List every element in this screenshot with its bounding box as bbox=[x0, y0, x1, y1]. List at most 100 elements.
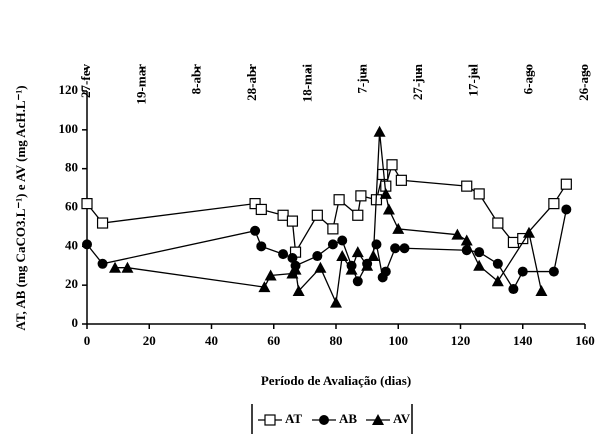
y-tick-label: 0 bbox=[72, 315, 79, 330]
data-point bbox=[492, 258, 503, 269]
x2-tick-label: 17-jul bbox=[465, 64, 480, 97]
data-point bbox=[311, 209, 323, 221]
x-axis-label: Período de Avaliação (dias) bbox=[261, 373, 411, 388]
y-tick-label: 80 bbox=[65, 160, 78, 175]
data-point bbox=[264, 269, 277, 281]
legend-marker bbox=[264, 414, 276, 426]
y-tick-label: 40 bbox=[65, 237, 78, 252]
data-point bbox=[373, 125, 386, 137]
data-point bbox=[548, 198, 560, 210]
x2-tick-label: 27-jun bbox=[410, 63, 425, 100]
x-tick-label: 60 bbox=[267, 333, 280, 348]
data-point bbox=[327, 239, 338, 250]
x-tick-label: 160 bbox=[575, 333, 595, 348]
data-point bbox=[96, 217, 109, 229]
data-point bbox=[278, 249, 289, 260]
series-line bbox=[86, 163, 567, 255]
data-point bbox=[379, 187, 392, 199]
data-point bbox=[255, 203, 267, 216]
x-tick-label: 120 bbox=[451, 333, 471, 348]
data-point bbox=[367, 250, 380, 262]
data-point bbox=[292, 284, 305, 296]
data-point bbox=[491, 275, 504, 287]
data-point bbox=[345, 263, 358, 275]
x-tick-label: 40 bbox=[205, 333, 218, 348]
x-tick-label: 100 bbox=[389, 333, 409, 348]
x-tick-label: 140 bbox=[513, 333, 533, 348]
x2-tick-label: 27-fev bbox=[78, 64, 93, 98]
y-tick-label: 20 bbox=[65, 276, 78, 291]
data-point bbox=[508, 284, 519, 295]
data-point bbox=[82, 239, 92, 250]
legend-marker bbox=[319, 415, 329, 425]
data-point bbox=[361, 259, 374, 271]
legend-label: AV bbox=[393, 411, 411, 426]
data-point bbox=[461, 180, 473, 192]
data-point bbox=[287, 252, 298, 263]
x2-tick-label: 18-mai bbox=[299, 64, 314, 103]
data-point bbox=[258, 281, 271, 293]
data-point bbox=[97, 258, 108, 269]
data-point bbox=[461, 245, 472, 256]
y-axis-label: AT, AB (mg CaCO3.L⁻¹) e AV (mg AcH.L⁻¹) bbox=[13, 85, 28, 330]
data-point bbox=[355, 190, 367, 202]
x2-tick-label: 19-mar bbox=[133, 64, 148, 105]
data-point bbox=[351, 246, 364, 258]
data-point bbox=[395, 174, 407, 186]
y-tick-label: 60 bbox=[65, 198, 78, 213]
x-tick-label: 80 bbox=[330, 333, 343, 348]
data-point bbox=[473, 259, 486, 271]
data-point bbox=[399, 243, 410, 254]
x-tick-label: 0 bbox=[84, 333, 91, 348]
data-point bbox=[250, 225, 261, 236]
data-point bbox=[473, 188, 485, 200]
data-point bbox=[451, 228, 464, 240]
y-tick-label: 120 bbox=[59, 82, 79, 97]
data-point bbox=[337, 235, 348, 246]
data-point bbox=[109, 261, 122, 273]
data-point bbox=[392, 222, 405, 234]
y-tick-label: 100 bbox=[59, 121, 79, 136]
data-point bbox=[336, 250, 349, 262]
legend-marker bbox=[372, 414, 384, 425]
data-point bbox=[352, 276, 363, 287]
data-point bbox=[330, 296, 342, 308]
x2-tick-label: 28-abr bbox=[244, 64, 259, 101]
data-point bbox=[277, 209, 289, 221]
series-line bbox=[115, 131, 543, 306]
data-point bbox=[81, 198, 93, 210]
legend-label: AT bbox=[285, 411, 302, 426]
data-point bbox=[249, 198, 261, 210]
data-point bbox=[548, 266, 559, 277]
data-point bbox=[492, 217, 504, 229]
data-point bbox=[522, 226, 535, 238]
data-point bbox=[121, 261, 134, 273]
x2-tick-label: 7-jun bbox=[355, 63, 370, 93]
data-point bbox=[474, 247, 485, 258]
data-point bbox=[314, 261, 327, 273]
data-point bbox=[517, 266, 528, 277]
data-point bbox=[286, 215, 299, 227]
data-point bbox=[371, 239, 382, 250]
data-point bbox=[352, 209, 364, 221]
x2-tick-label: 8-abr bbox=[189, 64, 204, 95]
data-point bbox=[312, 251, 323, 262]
data-point bbox=[333, 194, 345, 206]
data-point bbox=[390, 243, 401, 254]
data-point bbox=[460, 234, 473, 246]
data-point bbox=[382, 203, 395, 215]
data-point bbox=[256, 241, 267, 252]
data-point bbox=[560, 178, 572, 190]
x2-tick-label: 26-ago bbox=[576, 64, 591, 101]
data-point bbox=[561, 204, 572, 215]
data-point bbox=[327, 223, 339, 235]
data-point bbox=[377, 168, 389, 181]
legend-label: AB bbox=[339, 411, 357, 426]
data-point bbox=[289, 263, 302, 275]
data-point bbox=[507, 236, 520, 249]
x-tick-label: 20 bbox=[143, 333, 156, 348]
x2-tick-label: 6-ago bbox=[521, 64, 536, 94]
data-point bbox=[380, 266, 391, 277]
data-point bbox=[386, 159, 398, 171]
